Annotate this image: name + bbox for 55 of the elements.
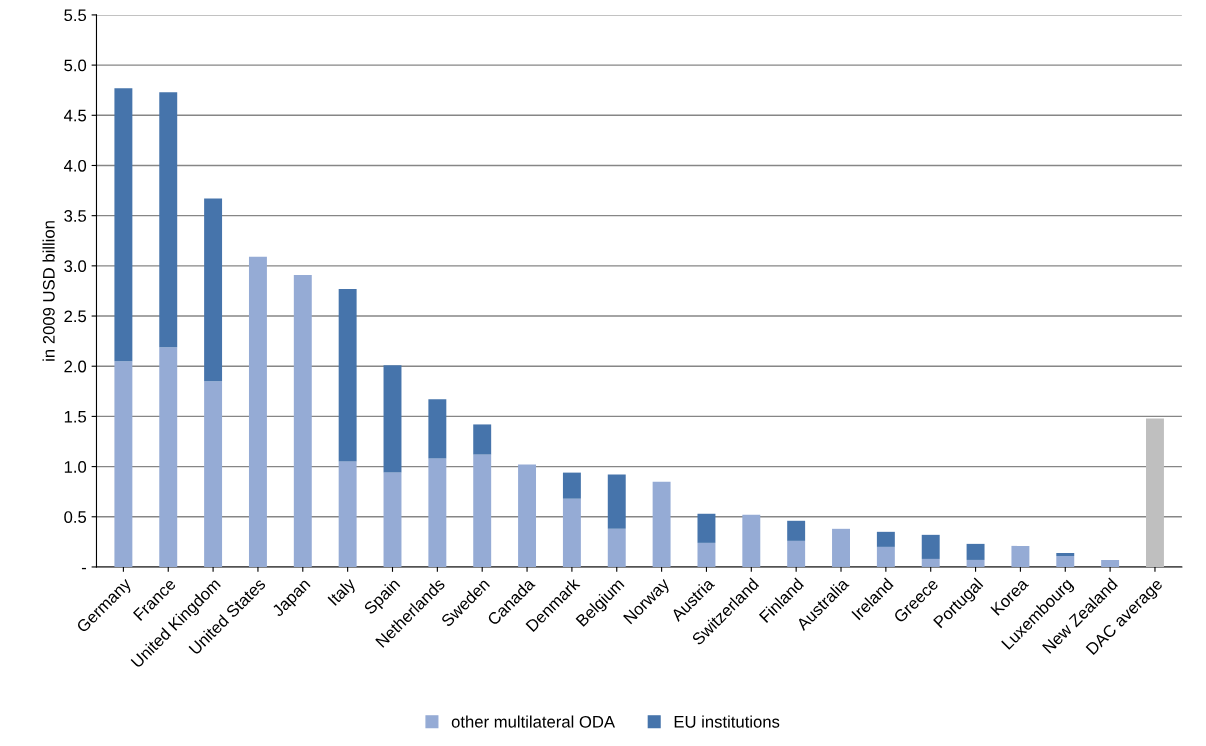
bar — [293, 274, 312, 567]
bar — [204, 381, 223, 567]
bar — [338, 288, 357, 462]
y-tick-label: 1.5 — [64, 410, 87, 423]
bar — [697, 513, 716, 543]
bar — [966, 559, 985, 567]
bar — [428, 399, 447, 459]
bar — [607, 474, 626, 529]
bar — [114, 361, 133, 567]
bar — [1056, 555, 1075, 567]
bar — [383, 472, 402, 567]
bar — [159, 347, 178, 567]
y-axis-title: in 2009 USD billion — [42, 221, 55, 361]
bar — [428, 458, 447, 567]
bar — [338, 461, 357, 567]
bar — [697, 542, 716, 567]
bar — [562, 498, 581, 567]
bar — [248, 256, 267, 567]
bar — [1101, 559, 1120, 567]
y-tick-label: 3.5 — [64, 210, 87, 222]
bar — [876, 531, 895, 547]
bar — [742, 514, 761, 567]
legend-label: EU institutions — [674, 715, 780, 728]
bar — [652, 481, 671, 567]
bar — [473, 424, 492, 455]
bar — [473, 454, 492, 567]
y-tick-label: 4.0 — [63, 159, 87, 172]
y-tick-label: 0.5 — [64, 511, 87, 523]
bar — [204, 198, 223, 382]
bar — [518, 464, 537, 567]
bar — [1056, 552, 1075, 556]
bar — [607, 528, 626, 567]
y-tick-label: - — [81, 567, 87, 570]
y-tick-label: 2.0 — [64, 360, 87, 373]
bar — [1011, 545, 1030, 567]
bar — [832, 528, 850, 567]
bar — [159, 92, 178, 348]
y-tick-label: 5.5 — [64, 9, 87, 22]
bar — [383, 365, 402, 473]
bar — [876, 546, 895, 567]
bar — [114, 88, 133, 362]
bar — [787, 540, 806, 567]
x-tick-label: Italy — [327, 576, 359, 609]
bar — [787, 520, 806, 541]
y-tick-label: 4.5 — [63, 109, 87, 122]
bar — [1146, 418, 1164, 567]
bar — [562, 472, 581, 499]
y-tick-label: 3.0 — [64, 260, 87, 273]
y-tick-label: 2.5 — [64, 310, 87, 323]
y-tick-label: 5.0 — [64, 59, 87, 72]
bar — [921, 534, 940, 559]
bar — [966, 543, 985, 560]
y-tick-label: 1.0 — [64, 460, 87, 473]
legend-label: other multilateral ODA — [451, 715, 616, 728]
bar — [921, 558, 940, 567]
